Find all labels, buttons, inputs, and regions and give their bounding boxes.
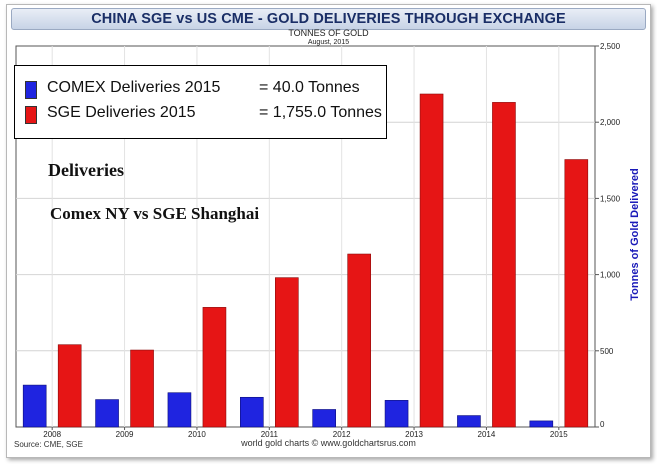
plot-area [15,45,596,428]
title-bar: CHINA SGE vs US CME - GOLD DELIVERIES TH… [11,8,646,30]
annotation-deliveries: Deliveries [48,160,124,180]
bar-comex-2012 [312,409,336,428]
x-tick-label: 2013 [405,430,423,439]
bar-sge-2010 [202,307,227,428]
legend-value-sge: = 1,755.0 Tonnes [259,104,382,121]
y-tick-label: 0 [600,420,605,429]
x-tick-label: 2014 [478,430,496,439]
bar-comex-2015 [529,420,554,428]
x-tick-label: 2009 [116,430,134,439]
y-tick-label: 2,500 [600,42,621,51]
x-tick-label: 2008 [43,430,61,439]
legend-value-comex: = 40.0 Tonnes [259,79,360,96]
chart-subtitle: TONNES OF GOLD [288,28,369,38]
bar-sge-2008 [57,344,82,428]
y-tick-label: 500 [600,347,614,356]
bar-sge-2009 [130,349,154,428]
x-tick-label: 2010 [188,430,206,439]
bar-sge-2013 [419,93,444,428]
y-tick-label: 1,500 [600,194,621,203]
bar-comex-2013 [384,400,409,428]
y-axis-label: Tonnes of Gold Delivered [629,168,641,300]
bar-sge-2012 [347,253,371,428]
annotation-comex-vs-sge: Comex NY vs SGE Shanghai [50,204,260,223]
x-tick-label: 2011 [261,430,279,439]
bar-comex-2011 [240,396,264,428]
legend-swatch-comex [25,81,37,99]
legend-label-sge: SGE Deliveries 2015 [47,104,196,121]
y-tick-label: 1,000 [600,271,621,280]
legend-label-comex: COMEX Deliveries 2015 [47,79,221,96]
chart-date: August, 2015 [307,39,350,46]
bar-sge-2011 [275,277,299,428]
axis-layer: 0 500 1,000 1,500 2,000 2,500 2008 2009 2010 2011… [43,42,641,439]
credit-note: world gold charts © www.goldchartsrus.co… [241,438,416,448]
bar-comex-2008 [22,384,47,428]
x-tick-label: 2012 [333,430,351,439]
chart-title: CHINA SGE vs US CME - GOLD DELIVERIES TH… [91,11,566,27]
legend-swatch-sge [25,106,37,124]
bar-comex-2014 [457,415,481,428]
source-note: Source: CME, SGE [14,440,83,449]
bar-comex-2009 [95,399,119,428]
bar-sge-2015 [564,159,589,428]
bar-sge-2014 [492,102,516,428]
bars-layer [22,93,589,428]
bar-comex-2010 [167,392,192,428]
y-tick-label: 2,000 [600,118,621,127]
x-tick-label: 2015 [550,430,568,439]
legend: COMEX Deliveries 2015 = 40.0 Tonnes SGE … [14,65,387,139]
